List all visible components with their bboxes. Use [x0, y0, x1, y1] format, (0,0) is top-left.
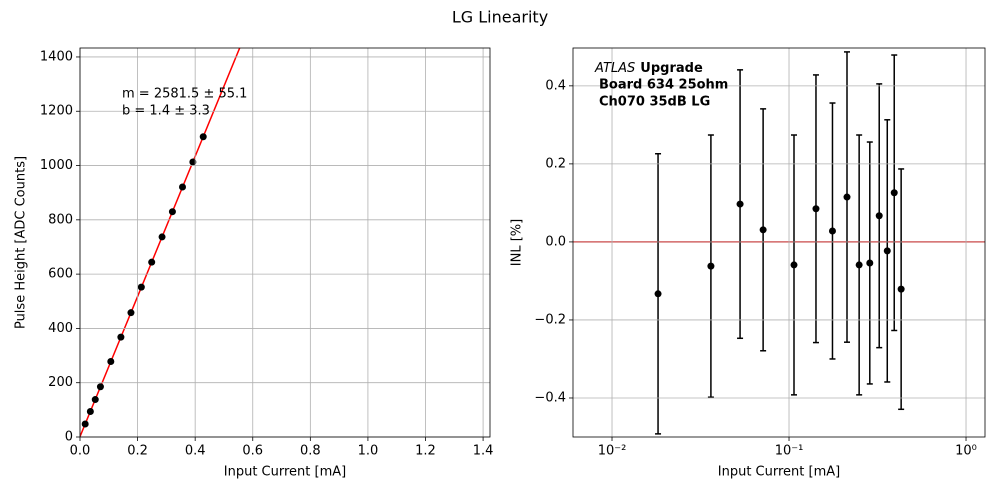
data-point: [107, 358, 115, 366]
plot-area: [80, 48, 241, 437]
y-tick-label: 0: [65, 430, 73, 445]
x-tick-label: 1.2: [415, 444, 436, 459]
data-point: [654, 290, 662, 298]
data-point: [843, 193, 851, 201]
y-tick-label: 600: [48, 267, 73, 282]
data-point: [179, 183, 186, 191]
x-tick-label: 10⁻¹: [775, 444, 804, 459]
data-point: [86, 407, 94, 415]
data-point: [199, 133, 207, 141]
data-point: [96, 383, 104, 391]
x-tick-label: 0.4: [185, 444, 206, 459]
data-point: [790, 261, 798, 269]
plot-area: [573, 51, 985, 435]
annotation-bold: Upgrade: [640, 61, 703, 76]
x-tick-label: 0.0: [70, 444, 91, 459]
data-point: [158, 233, 166, 241]
x-tick-label: 0.8: [300, 444, 321, 459]
data-point: [897, 285, 905, 293]
data-point: [168, 208, 176, 216]
y-axis-label: INL [%]: [510, 219, 525, 266]
axes-frame: [572, 47, 986, 438]
annotation: ATLAS Upgrade: [594, 61, 703, 76]
data-point: [866, 259, 874, 267]
data-point: [127, 309, 135, 317]
data-point: [117, 333, 125, 341]
y-tick-label: 1400: [40, 49, 73, 64]
figure-title: LG Linearity: [452, 8, 548, 27]
x-axis-label: Input Current [mA]: [718, 465, 840, 480]
y-tick-label: 400: [48, 321, 73, 336]
y-tick-label: −0.2: [534, 312, 566, 327]
axes-frame: [79, 47, 491, 438]
y-tick-label: 1000: [40, 158, 73, 173]
annotation: Ch070 35dB LG: [599, 95, 710, 110]
annotation: m = 2581.5 ± 55.1: [122, 87, 247, 102]
data-point: [883, 247, 891, 255]
y-tick-label: −0.4: [534, 390, 566, 405]
y-tick-label: 0.2: [545, 156, 566, 171]
annotation-italic: ATLAS: [594, 61, 635, 76]
fit-line: [80, 48, 241, 437]
y-tick-label: 200: [48, 375, 73, 390]
x-tick-label: 10⁻²: [598, 444, 627, 459]
data-point: [148, 258, 156, 266]
data-point: [81, 420, 89, 428]
x-tick-label: 0.2: [127, 444, 148, 459]
x-tick-label: 0.6: [242, 444, 263, 459]
x-axis-label: Input Current [mA]: [224, 465, 346, 480]
data-point: [189, 158, 197, 166]
y-tick-label: 800: [48, 212, 73, 227]
y-tick-label: 0.4: [545, 78, 566, 93]
data-point: [812, 205, 820, 213]
data-point: [736, 200, 744, 208]
x-tick-label: 1.4: [473, 444, 494, 459]
y-tick-label: 0.0: [545, 234, 566, 249]
data-point: [91, 396, 99, 404]
y-axis-label: Pulse Height [ADC Counts]: [14, 156, 29, 329]
data-point: [828, 227, 836, 235]
data-point: [759, 226, 767, 234]
data-point: [890, 189, 898, 197]
x-tick-label: 1.0: [358, 444, 379, 459]
data-point: [855, 261, 863, 269]
y-tick-label: 1200: [40, 104, 73, 119]
data-point: [137, 283, 145, 291]
annotation: Board 634 25ohm: [599, 78, 728, 93]
data-point: [707, 262, 715, 270]
x-tick-label: 10⁰: [955, 444, 977, 459]
data-point: [875, 212, 883, 220]
annotation: b = 1.4 ± 3.3: [122, 104, 210, 119]
